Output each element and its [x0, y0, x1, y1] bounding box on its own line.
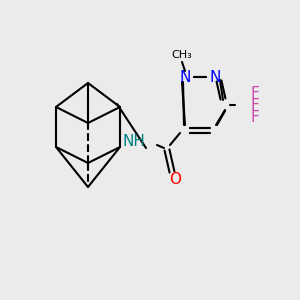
- Text: F: F: [250, 110, 260, 124]
- Text: N: N: [209, 70, 221, 85]
- Text: N: N: [179, 70, 191, 85]
- Text: F: F: [250, 85, 260, 100]
- Text: NH: NH: [122, 134, 145, 148]
- Text: F: F: [250, 98, 260, 112]
- Text: O: O: [169, 172, 181, 188]
- Text: CH₃: CH₃: [172, 50, 192, 60]
